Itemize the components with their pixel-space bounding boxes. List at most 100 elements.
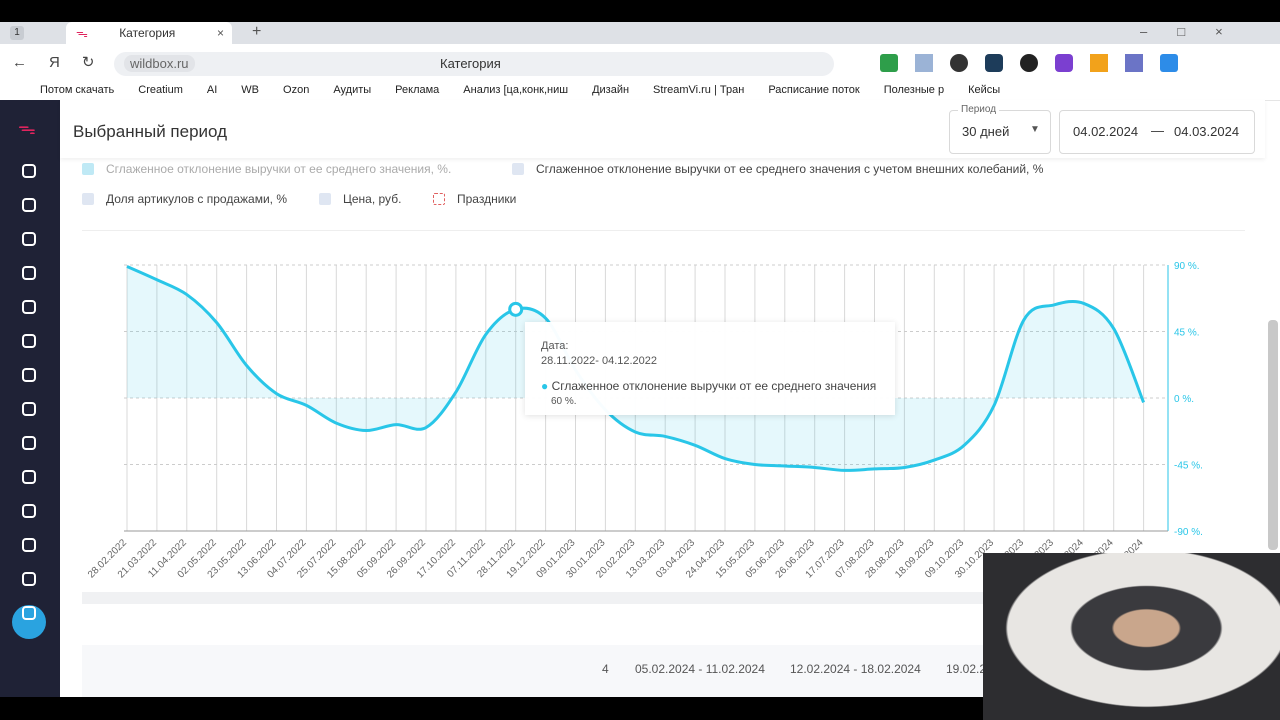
table-col: 4 bbox=[602, 662, 609, 676]
tooltip-value: 60 %. bbox=[551, 396, 577, 407]
sidebar-icon[interactable] bbox=[22, 368, 36, 382]
bookmark[interactable]: StreamVi.ru | Тран bbox=[653, 84, 745, 96]
h-scrollbar[interactable] bbox=[82, 592, 1245, 604]
y-tick-label: -90 %. bbox=[1174, 527, 1203, 538]
checkbox bbox=[433, 193, 445, 205]
tooltip: Дата: 28.11.2022- 04.12.2022 ● Сглаженно… bbox=[525, 322, 895, 415]
sidebar-icon[interactable] bbox=[22, 606, 36, 620]
nav-buttons[interactable]: ←Я↻ bbox=[12, 54, 117, 71]
bookmark[interactable]: Дизайн bbox=[592, 84, 630, 96]
bookmark[interactable]: Реклама bbox=[395, 84, 440, 96]
checkbox bbox=[512, 163, 524, 175]
period-select[interactable]: Период 30 дней ▼ bbox=[949, 104, 1051, 154]
filter-label: Доля артикулов с продажами, % bbox=[106, 192, 288, 206]
sidebar-icon[interactable] bbox=[22, 504, 36, 518]
bookmark[interactable]: AI bbox=[206, 84, 218, 96]
sidebar-icon[interactable] bbox=[22, 164, 36, 178]
new-tab[interactable]: + bbox=[252, 23, 262, 40]
sidebar-icon[interactable] bbox=[22, 266, 36, 280]
ext[interactable] bbox=[985, 54, 1003, 72]
filter-label: Сглаженное отклонение выручки от ее сред… bbox=[536, 162, 1044, 176]
period-label: Период bbox=[958, 104, 1000, 115]
bookmarks-bar: Потом скачать Creatium AI WB Ozon Аудиты Рекла… bbox=[0, 80, 1280, 101]
sidebar-icon[interactable] bbox=[22, 300, 36, 314]
ext[interactable] bbox=[1055, 54, 1073, 72]
filters: Сглаженное отклонение выручки от ее сред… bbox=[82, 160, 1245, 231]
tab-title: Категория bbox=[119, 26, 176, 40]
url-box[interactable]: wildbox.ru Категория bbox=[114, 52, 834, 76]
extensions bbox=[880, 54, 1270, 72]
date-to: 04.03.2024 bbox=[1174, 124, 1240, 139]
date-range[interactable]: 04.02.2024 — 04.03.2024 bbox=[1059, 110, 1255, 154]
ext[interactable] bbox=[1090, 54, 1108, 72]
bookmark[interactable]: WB bbox=[241, 84, 260, 96]
filter[interactable]: Цена, руб. bbox=[319, 192, 401, 206]
period-value: 30 дней bbox=[962, 124, 1010, 139]
favicon: ᯓ bbox=[76, 26, 88, 40]
bookmark[interactable]: Аудиты bbox=[333, 84, 372, 96]
y-tick-label: 90 %. bbox=[1174, 261, 1200, 272]
sidebar: ᯓ bbox=[0, 100, 60, 697]
sidebar-icon[interactable] bbox=[22, 572, 36, 586]
tooltip-series-name: Сглаженное отклонение выручки от ее сред… bbox=[551, 379, 877, 393]
bottom-bar bbox=[0, 697, 983, 720]
ext[interactable] bbox=[1020, 54, 1038, 72]
hover-point bbox=[508, 301, 524, 317]
bookmark[interactable]: Ozon bbox=[283, 84, 310, 96]
tooltip-date: 28.11.2022- 04.12.2022 bbox=[541, 355, 658, 367]
sidebar-icon[interactable] bbox=[22, 334, 36, 348]
ext[interactable] bbox=[1160, 54, 1178, 72]
table-col: 05.02.2024 - 11.02.2024 bbox=[635, 662, 765, 676]
bookmark[interactable]: Потом скачать bbox=[40, 84, 115, 96]
ext[interactable] bbox=[1125, 54, 1143, 72]
filter[interactable]: Сглаженное отклонение выручки от ее сред… bbox=[82, 162, 451, 176]
filter-label: Сглаженное отклонение выручки от ее сред… bbox=[106, 162, 452, 176]
tooltip-date-label: Дата: bbox=[541, 340, 569, 352]
sidebar-icon[interactable] bbox=[22, 402, 36, 416]
sidebar-icon[interactable] bbox=[22, 470, 36, 484]
sidebar-icon[interactable] bbox=[22, 232, 36, 246]
filter[interactable]: Доля артикулов с продажами, % bbox=[82, 192, 287, 206]
tab-close[interactable]: × bbox=[216, 26, 224, 40]
logo[interactable]: ᯓ bbox=[18, 118, 36, 138]
filter[interactable]: Праздники bbox=[433, 192, 516, 206]
telegram-button[interactable] bbox=[12, 605, 46, 639]
filter-label: Цена, руб. bbox=[343, 192, 402, 206]
bookmark[interactable]: Анализ [ца,конк,ниш bbox=[463, 84, 569, 96]
filter[interactable]: Сглаженное отклонение выручки от ее сред… bbox=[512, 162, 1043, 176]
header-title: Выбранный период bbox=[73, 122, 228, 141]
y-tick-label: 45 %. bbox=[1174, 328, 1200, 339]
sidebar-icon[interactable] bbox=[22, 538, 36, 552]
webcam-overlay bbox=[983, 553, 1280, 720]
tab-strip: 1 + –□× bbox=[0, 22, 1280, 44]
chart: 90 %.45 %.0 %.-45 %.-90 %.28.02.202221.0… bbox=[86, 261, 1203, 581]
ext[interactable] bbox=[880, 54, 898, 72]
tab-count[interactable]: 1 bbox=[10, 26, 24, 40]
extension-icons bbox=[880, 54, 1270, 72]
date-separator: — bbox=[1151, 123, 1164, 138]
bookmark[interactable]: Расписание поток bbox=[768, 84, 860, 96]
ext[interactable] bbox=[915, 54, 933, 72]
table-col: 12.02.2024 - 18.02.2024 bbox=[790, 662, 921, 676]
bookmark[interactable]: Кейсы bbox=[968, 84, 1001, 96]
tab[interactable]: ᯓ Категория × bbox=[66, 22, 232, 44]
url: wildbox.ru bbox=[124, 55, 195, 72]
v-scrollbar[interactable] bbox=[1268, 320, 1278, 550]
filter-label: Праздники bbox=[457, 192, 517, 206]
area bbox=[127, 266, 1144, 471]
sidebar-icon[interactable] bbox=[22, 198, 36, 212]
ext[interactable] bbox=[950, 54, 968, 72]
window-controls[interactable]: –□× bbox=[1140, 24, 1253, 39]
page-title: Категория bbox=[440, 56, 501, 71]
sidebar-icon[interactable] bbox=[22, 436, 36, 450]
dropdown-arrow: ▼ bbox=[1030, 124, 1040, 135]
date-from: 04.02.2024 bbox=[1073, 124, 1139, 139]
y-tick-label: 0 %. bbox=[1174, 394, 1194, 405]
bookmark[interactable]: Полезные р bbox=[883, 84, 945, 96]
checkbox bbox=[319, 193, 331, 205]
checkbox bbox=[82, 193, 94, 205]
bookmark[interactable]: Creatium bbox=[138, 84, 183, 96]
line bbox=[126, 265, 1145, 472]
